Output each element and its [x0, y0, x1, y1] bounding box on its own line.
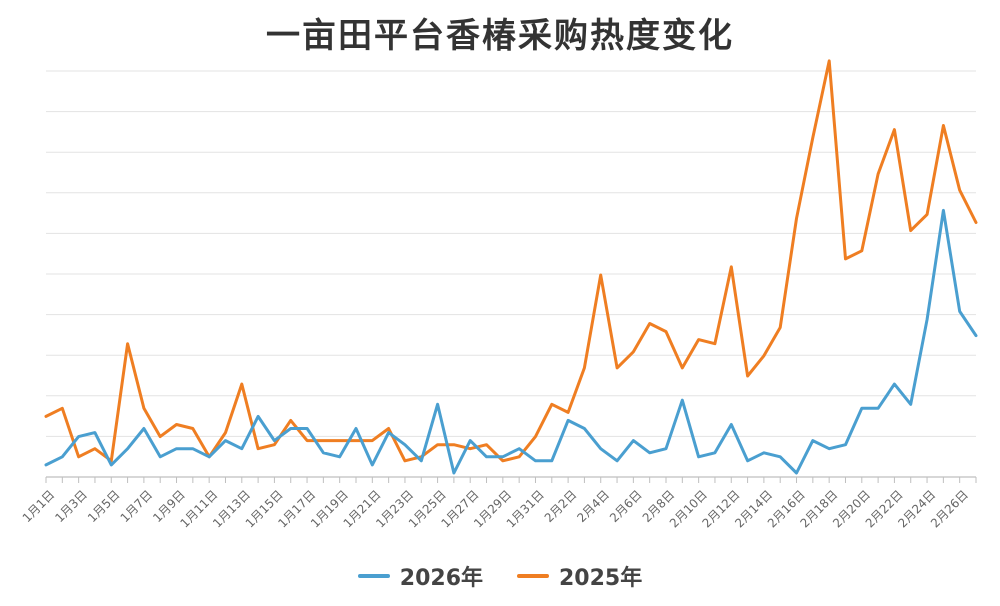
x-tick-label: 1月1日 — [20, 487, 58, 525]
series-line-2026 — [44, 208, 978, 475]
x-tick-label: 1月7日 — [118, 487, 156, 525]
series-line-2025 — [44, 59, 978, 463]
series-lines — [44, 59, 978, 475]
x-tick-label: 1月5日 — [85, 487, 123, 525]
legend: 2026年 2025年 — [0, 560, 1000, 592]
legend-swatch-2026 — [357, 574, 390, 578]
legend-label-2026: 2026年 — [399, 566, 483, 591]
x-axis — [45, 477, 977, 483]
legend-swatch-2025 — [517, 574, 549, 578]
x-tick-label: 1月3日 — [52, 487, 90, 525]
x-tick-label: 2月4日 — [574, 487, 612, 525]
legend-item-2026: 2026年 — [357, 560, 483, 592]
x-tick-label: 2月2日 — [542, 487, 580, 525]
x-tick-label: 2月6日 — [607, 487, 645, 525]
chart-title: 一亩田平台香椿采购热度变化 — [266, 16, 734, 56]
x-tick-labels: 1月1日1月3日1月5日1月7日1月9日1月11日1月13日1月15日1月17日… — [20, 487, 971, 530]
legend-item-2025: 2025年 — [517, 560, 642, 592]
gridlines — [46, 70, 976, 478]
legend-label-2025: 2025年 — [559, 566, 643, 591]
